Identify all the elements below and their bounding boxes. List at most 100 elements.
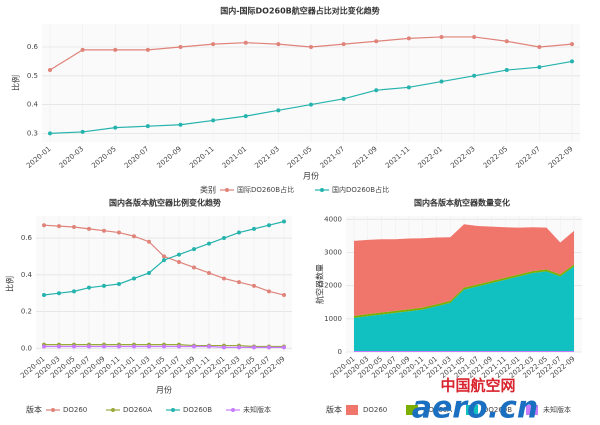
point <box>87 285 91 290</box>
point <box>406 36 411 41</box>
legend-title: 版本 <box>26 405 42 415</box>
legend-label: DO260 <box>363 406 387 414</box>
y-tick-label: 0.4 <box>21 271 33 279</box>
point <box>162 254 166 259</box>
legend-label: DO260B <box>183 406 212 414</box>
point <box>132 276 136 281</box>
point <box>177 259 181 264</box>
point <box>309 45 313 50</box>
y-tick-label: 0.0 <box>21 344 32 352</box>
y-axis-title: 比例 <box>5 276 15 292</box>
y-tick-label: 0.2 <box>21 308 32 316</box>
point <box>113 47 118 52</box>
point <box>192 344 196 349</box>
point <box>267 223 271 228</box>
point <box>374 88 379 93</box>
point <box>282 345 286 350</box>
point <box>117 230 121 235</box>
point <box>117 282 121 286</box>
point <box>48 68 52 73</box>
y-tick-label: 0 <box>338 348 342 356</box>
point <box>252 283 256 288</box>
legend-swatch-point <box>225 188 229 192</box>
legend-title: 版本 <box>326 405 342 415</box>
point <box>162 344 166 349</box>
x-tick-label: 2020-03 <box>58 145 86 170</box>
point <box>192 247 196 252</box>
point <box>147 344 151 349</box>
y-tick-label: 4000 <box>324 215 342 223</box>
point <box>252 345 256 350</box>
point <box>145 124 150 129</box>
y-tick-label: 1000 <box>324 315 342 323</box>
legend-swatch <box>346 405 358 415</box>
point <box>178 122 183 127</box>
watermark-cn: 中国航空网 <box>440 377 515 395</box>
point <box>147 239 151 244</box>
point <box>147 270 151 275</box>
chart-title: 国内各版本航空器数量变化 <box>414 198 510 208</box>
legend-label: 国际DO260B占比 <box>237 185 294 194</box>
area <box>354 224 574 316</box>
point <box>117 344 121 349</box>
legend-label: DO260B <box>483 406 512 414</box>
point <box>341 42 346 47</box>
point <box>42 223 46 228</box>
point <box>132 234 136 239</box>
legend-label: 国内DO260B占比 <box>332 185 389 194</box>
x-tick-label: 2022-09 <box>547 145 575 170</box>
point <box>537 65 542 70</box>
legend-label: DO260A <box>123 406 152 414</box>
legend-title: 类别 <box>200 185 216 195</box>
point <box>472 34 477 39</box>
point <box>341 96 346 101</box>
x-tick-label: 2020-05 <box>90 145 118 170</box>
point <box>406 85 411 90</box>
point <box>162 258 166 263</box>
y-tick-label: 2000 <box>324 282 342 290</box>
y-tick-label: 0.3 <box>27 129 38 137</box>
point <box>504 68 509 73</box>
point <box>132 344 136 349</box>
legend-label: 未知版本 <box>243 405 271 414</box>
x-tick-label: 2022-07 <box>514 145 542 170</box>
point <box>237 230 241 235</box>
point <box>42 344 46 349</box>
x-tick-label: 2021-09 <box>351 145 379 170</box>
point <box>102 283 106 288</box>
x-tick-label: 2022-01 <box>417 145 445 170</box>
y-axis-title: 航空器数量 <box>315 264 325 304</box>
point <box>267 289 271 294</box>
point <box>57 344 61 349</box>
point <box>57 291 61 296</box>
point <box>237 280 241 285</box>
point <box>267 345 271 350</box>
point <box>537 45 542 50</box>
legend-label: 未知版本 <box>543 405 571 414</box>
x-tick-label: 2020-09 <box>156 145 184 170</box>
x-tick-label: 2020-07 <box>123 145 151 170</box>
x-tick-label: 2020-11 <box>188 145 216 170</box>
point <box>102 344 106 349</box>
y-tick-label: 3000 <box>324 248 342 256</box>
point <box>48 131 52 136</box>
legend-swatch <box>406 405 418 415</box>
point <box>80 47 85 52</box>
point <box>87 226 91 231</box>
legend-swatch-point <box>51 408 55 412</box>
x-axis-title: 月份 <box>156 385 172 395</box>
point <box>282 293 286 298</box>
point <box>192 265 196 270</box>
legend-swatch-point <box>111 408 115 412</box>
point <box>243 114 248 119</box>
x-tick-label: 2021-11 <box>384 145 412 170</box>
x-tick-label: 2021-01 <box>221 145 249 170</box>
point <box>72 225 76 230</box>
point <box>222 276 226 281</box>
point <box>207 270 211 275</box>
chart-title: 国内各版本航空器比例变化趋势 <box>109 198 221 208</box>
x-tick-label: 2021-03 <box>253 145 281 170</box>
point <box>570 59 574 64</box>
point <box>309 102 313 107</box>
